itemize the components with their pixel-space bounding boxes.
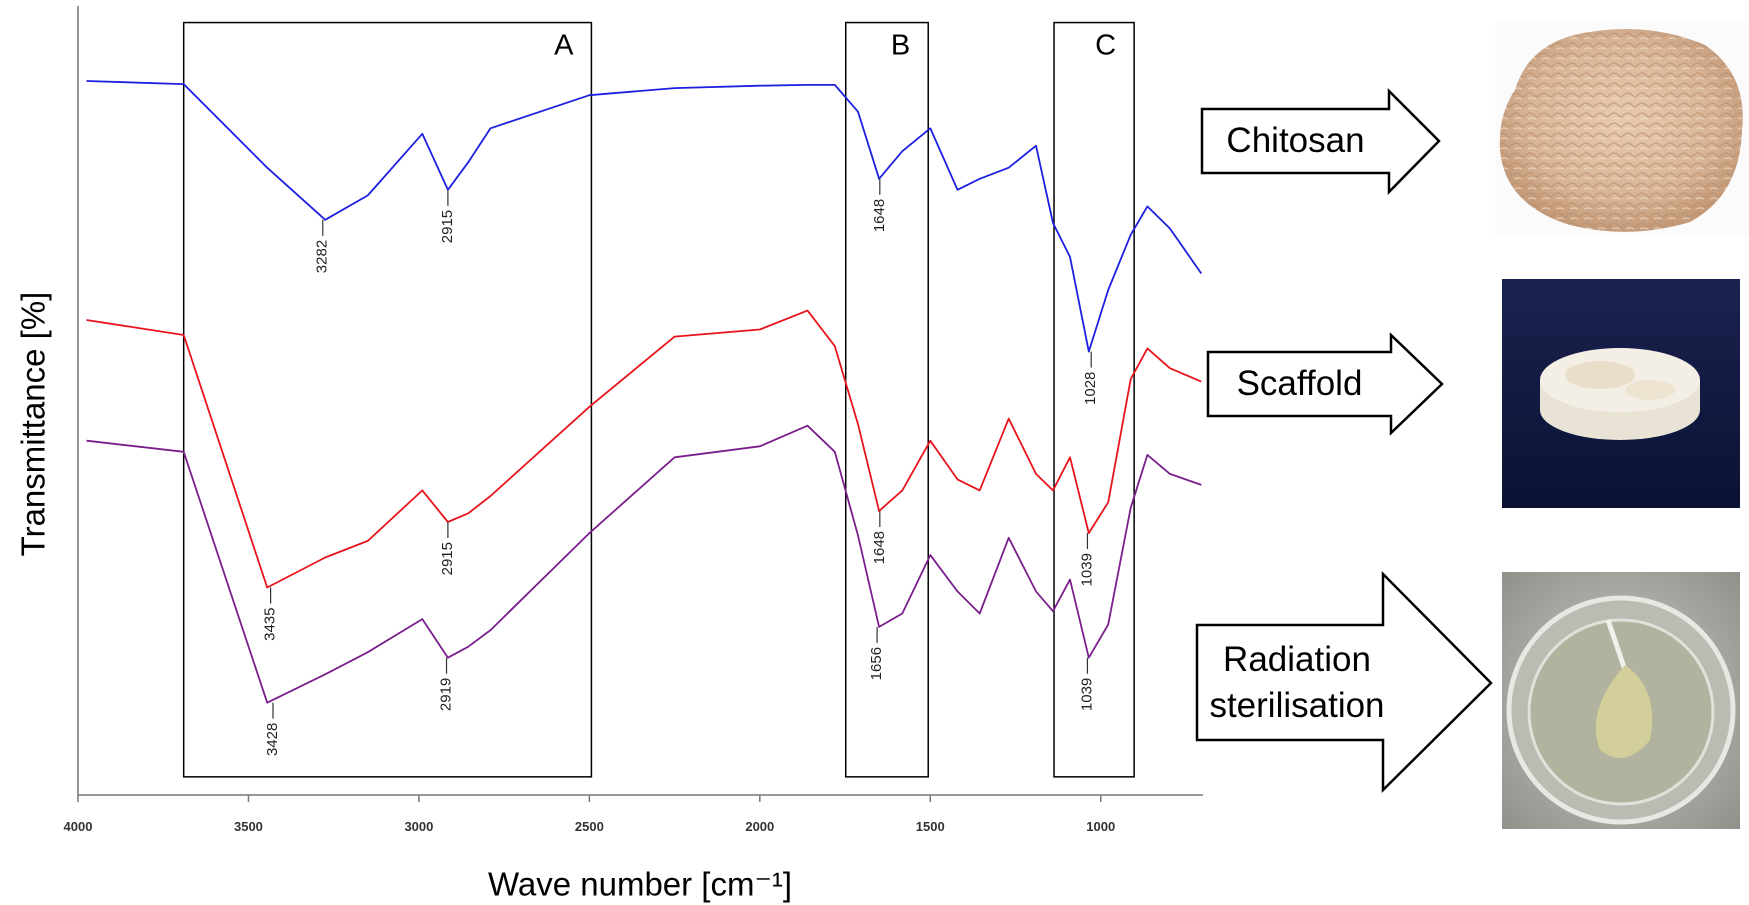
region-box [844, 21, 929, 778]
step-label: Scaffold [1236, 364, 1363, 404]
x-axis-label: Wave number [cm⁻¹] [488, 866, 792, 903]
peak-label: 1039 [1078, 678, 1095, 711]
spectrum-line [86, 424, 1202, 704]
x-tick-label: 1000 [1086, 819, 1115, 834]
y-axis-label: Transmittance [%] [15, 292, 52, 557]
peak-label: 3435 [262, 607, 279, 640]
peak-label: 1648 [871, 531, 888, 564]
peak-label: 3428 [264, 723, 281, 756]
step-label: Radiation sterilisation [1209, 640, 1385, 725]
peak-label: 2915 [439, 210, 456, 243]
region-label: C [1095, 30, 1116, 62]
arrow [1195, 570, 1493, 793]
region-box [182, 21, 593, 778]
peak-label: 1656 [868, 647, 885, 680]
peak-label: 1039 [1078, 553, 1095, 586]
region-label: B [891, 30, 910, 62]
x-tick-label: 1500 [916, 819, 945, 834]
region-box [1053, 21, 1135, 778]
peak-label: 1028 [1082, 372, 1099, 405]
arrow [1200, 87, 1441, 196]
region-label: A [554, 30, 574, 62]
photo [1495, 22, 1749, 236]
step-label: Chitosan [1226, 121, 1365, 161]
peak-label: 3282 [314, 240, 331, 273]
spectrum-line [86, 309, 1202, 589]
photo [1502, 572, 1740, 829]
peak-label: 1648 [871, 199, 888, 232]
x-tick-label: 2500 [575, 819, 604, 834]
peak-label: 2915 [439, 542, 456, 575]
x-tick-label: 3500 [234, 819, 263, 834]
arrow [1206, 332, 1444, 436]
x-tick-label: 3000 [404, 819, 433, 834]
peak-label: 2919 [437, 678, 454, 711]
spectrum-line [86, 80, 1203, 353]
x-tick-label: 2000 [745, 819, 774, 834]
photo [1502, 279, 1740, 508]
x-tick-label: 4000 [64, 819, 93, 834]
